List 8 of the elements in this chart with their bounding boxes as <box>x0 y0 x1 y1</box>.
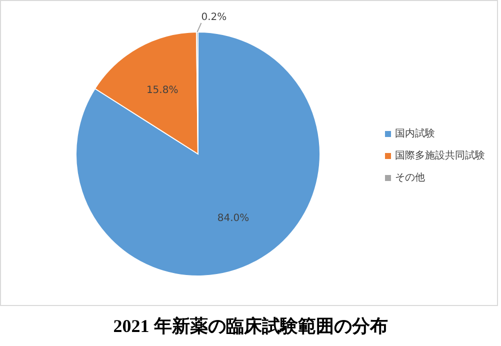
legend-label: その他 <box>395 172 425 184</box>
pie-slice <box>76 32 320 276</box>
text: 2021 年新薬の臨床試験範囲の分布 <box>113 316 388 336</box>
data-label: 15.8% <box>146 84 178 96</box>
legend-label: 国際多施設共同試験 <box>395 150 485 162</box>
data-label: 0.2% <box>201 12 227 23</box>
legend-label: 国内試験 <box>395 128 435 140</box>
data-label: 84.0% <box>217 212 250 224</box>
